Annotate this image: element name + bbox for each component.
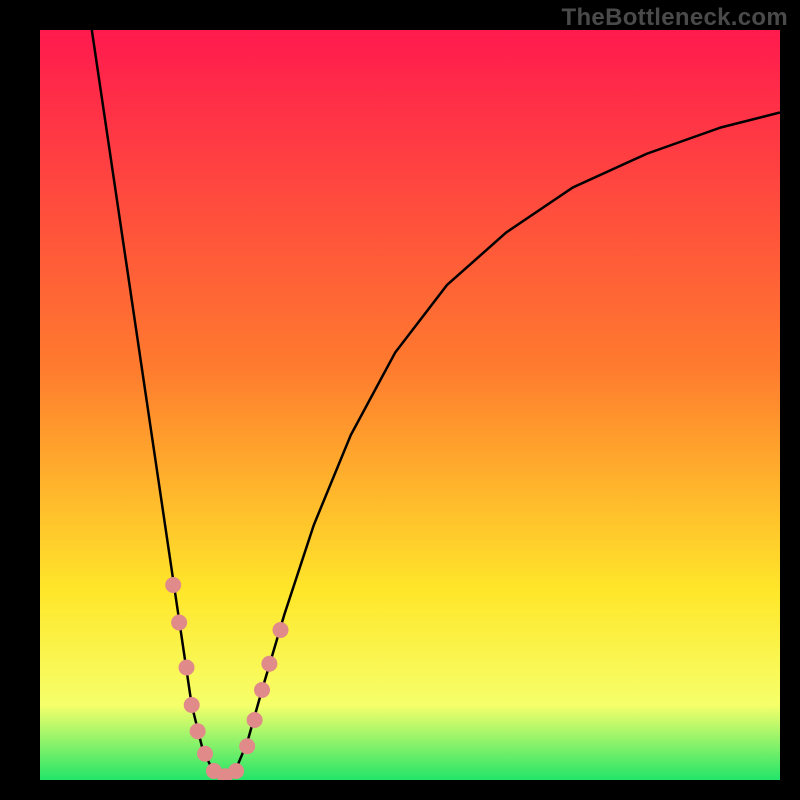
bottleneck-curve-right — [225, 113, 780, 781]
marker-point — [171, 615, 187, 631]
marker-group — [165, 577, 288, 780]
bottleneck-curve-left — [92, 30, 225, 780]
marker-point — [179, 660, 195, 676]
marker-point — [184, 697, 200, 713]
plot-area — [40, 30, 780, 780]
marker-point — [190, 723, 206, 739]
marker-point — [247, 712, 263, 728]
marker-point — [197, 746, 213, 762]
marker-point — [165, 577, 181, 593]
marker-point — [261, 656, 277, 672]
watermark-text: TheBottleneck.com — [562, 4, 788, 32]
marker-point — [239, 738, 255, 754]
marker-point — [273, 622, 289, 638]
chart-outer-frame: TheBottleneck.com — [0, 0, 800, 800]
curve-layer — [40, 30, 780, 780]
marker-point — [254, 682, 270, 698]
marker-point — [228, 763, 244, 779]
